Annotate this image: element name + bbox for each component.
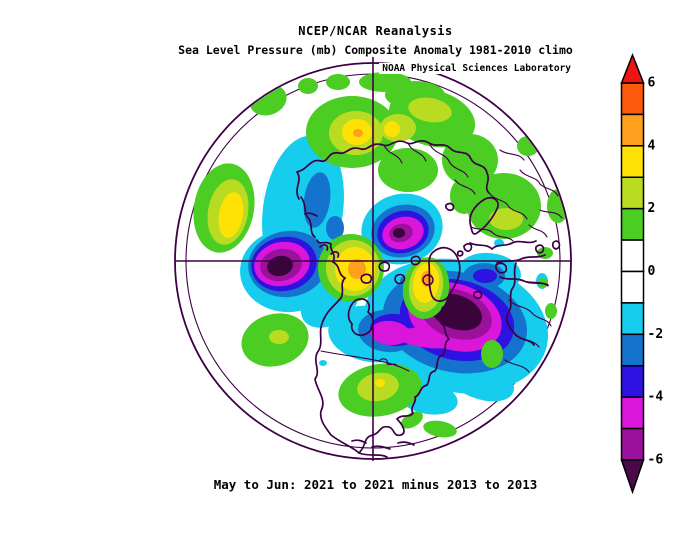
colorbar-segment (620, 176, 645, 210)
coastline-path (304, 212, 318, 217)
anomaly-region (353, 129, 363, 137)
border-path (519, 169, 559, 197)
coastline-path (469, 196, 499, 235)
border-path (508, 299, 552, 327)
coastline-path (469, 240, 537, 251)
colorbar-segment (620, 396, 645, 430)
anomaly-region (442, 134, 498, 186)
colorbar-tick-label: 2 (648, 201, 656, 216)
border-path (514, 334, 540, 348)
contour-ring (422, 274, 434, 286)
anomaly-region (269, 330, 289, 344)
coastline-path (473, 290, 483, 300)
colorbar-tick-label: -6 (648, 453, 664, 468)
border-path (528, 224, 548, 238)
colorbar-tick-label: -4 (648, 390, 664, 405)
attribution-watermark: NOAA Physical Sciences Laboratory (379, 63, 574, 74)
border-path (499, 149, 525, 161)
colorbar-tick-label: 0 (648, 264, 656, 279)
anomaly-fill-layer (193, 72, 569, 438)
coastline-path (295, 140, 490, 200)
coastline-path (463, 243, 473, 252)
anomaly-region (218, 192, 244, 238)
outline-layer (295, 140, 563, 458)
colorbar-segment (620, 239, 645, 273)
plot-subtitle: Sea Level Pressure (mb) Composite Anomal… (178, 43, 573, 57)
anomaly-region (319, 360, 327, 366)
border-path (454, 179, 476, 195)
colorbar-segment (620, 145, 645, 179)
border-path (519, 279, 549, 287)
coastline-path (439, 306, 450, 340)
coastline-path (456, 250, 464, 257)
border-path (504, 359, 530, 373)
border-path (383, 144, 403, 164)
coastline-path (347, 298, 374, 337)
coastline-path (358, 338, 450, 454)
colorbar-arrow-up (620, 52, 645, 84)
anomaly-region (375, 379, 385, 387)
border-path (407, 142, 427, 162)
border-path (539, 209, 563, 219)
border-path (429, 144, 469, 178)
coastline-path (314, 297, 388, 458)
coastline-path (319, 244, 340, 258)
plot-title: NCEP/NCAR Reanalysis (298, 24, 453, 38)
border-path (470, 226, 514, 242)
coastline-path (535, 244, 545, 254)
anomaly-region (393, 228, 405, 238)
colorbar-segment (620, 333, 645, 367)
anomaly-region (473, 269, 497, 283)
anomaly-region (249, 84, 287, 116)
period-caption: May to Jun: 2021 to 2021 minus 2013 to 2… (213, 477, 538, 492)
border-path (488, 192, 528, 220)
anomaly-region (298, 78, 318, 94)
anomaly-region (384, 121, 400, 137)
colorbar-segment (620, 302, 645, 336)
coastline-path (552, 240, 561, 250)
coastline-path (445, 202, 455, 212)
coastline-path (410, 255, 421, 266)
coastline-path (495, 262, 508, 274)
anomaly-region (326, 74, 350, 90)
coastline-path (394, 273, 406, 285)
coastline-path (378, 261, 391, 272)
colorbar-segment (620, 82, 645, 116)
coastline-path (300, 196, 316, 238)
anomaly-region (450, 178, 478, 214)
anomaly-region (489, 208, 523, 230)
colorbar-tick-label: 6 (648, 76, 656, 91)
colorbar-segment (620, 270, 645, 304)
anomaly-region (408, 97, 452, 123)
colorbar-segment (620, 365, 645, 398)
anomaly-region (326, 216, 344, 240)
anomaly-region (545, 303, 557, 319)
colorbar-tick-label: -2 (648, 327, 664, 342)
coastline-path (316, 239, 347, 299)
anomaly-region (357, 372, 399, 402)
colorbar-tick-label: 4 (648, 138, 656, 153)
map-rim-circle (174, 62, 572, 460)
anomaly-region (423, 420, 457, 438)
colorbar-segment (620, 207, 645, 241)
coastline-path (428, 246, 461, 302)
anomaly-region (348, 259, 366, 279)
anomaly-region (378, 148, 438, 192)
colorbar-arrow-down (620, 459, 645, 495)
colorbar-segment (620, 113, 645, 147)
coastline-path (360, 273, 373, 284)
colorbar-segment (620, 427, 645, 461)
anomaly-region (467, 173, 541, 239)
border-path (378, 358, 398, 367)
anomaly-region (481, 340, 503, 368)
